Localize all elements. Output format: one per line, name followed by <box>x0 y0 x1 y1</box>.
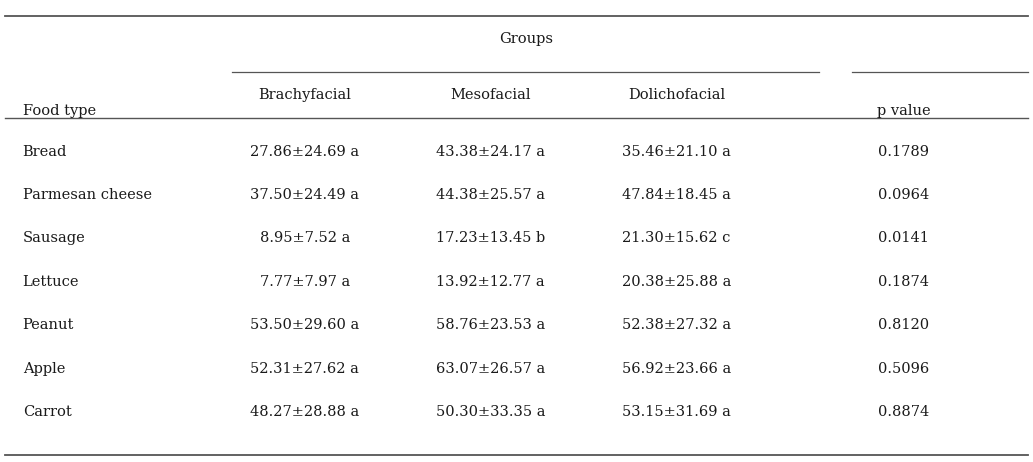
Text: Sausage: Sausage <box>23 231 86 245</box>
Text: Carrot: Carrot <box>23 405 71 419</box>
Text: Parmesan cheese: Parmesan cheese <box>23 188 152 202</box>
Text: 0.1789: 0.1789 <box>878 145 930 158</box>
Text: 0.0141: 0.0141 <box>878 231 930 245</box>
Text: 17.23±13.45 b: 17.23±13.45 b <box>436 231 545 245</box>
Text: Bread: Bread <box>23 145 67 158</box>
Text: Peanut: Peanut <box>23 318 74 332</box>
Text: Lettuce: Lettuce <box>23 275 80 289</box>
Text: 27.86±24.69 a: 27.86±24.69 a <box>250 145 359 158</box>
Text: 43.38±24.17 a: 43.38±24.17 a <box>436 145 545 158</box>
Text: 21.30±15.62 c: 21.30±15.62 c <box>623 231 730 245</box>
Text: 56.92±23.66 a: 56.92±23.66 a <box>622 362 731 376</box>
Text: 0.8874: 0.8874 <box>878 405 930 419</box>
Text: 35.46±21.10 a: 35.46±21.10 a <box>622 145 731 158</box>
Text: 48.27±28.88 a: 48.27±28.88 a <box>250 405 359 419</box>
Text: 7.77±7.97 a: 7.77±7.97 a <box>259 275 350 289</box>
Text: 0.8120: 0.8120 <box>878 318 930 332</box>
Text: 0.1874: 0.1874 <box>878 275 930 289</box>
Text: 47.84±18.45 a: 47.84±18.45 a <box>622 188 731 202</box>
Text: p value: p value <box>877 104 931 118</box>
Text: 0.0964: 0.0964 <box>878 188 930 202</box>
Text: 44.38±25.57 a: 44.38±25.57 a <box>436 188 545 202</box>
Text: 13.92±12.77 a: 13.92±12.77 a <box>436 275 545 289</box>
Text: Dolichofacial: Dolichofacial <box>628 88 725 102</box>
Text: 20.38±25.88 a: 20.38±25.88 a <box>622 275 731 289</box>
Text: Groups: Groups <box>499 32 553 46</box>
Text: 53.15±31.69 a: 53.15±31.69 a <box>622 405 731 419</box>
Text: Apple: Apple <box>23 362 65 376</box>
Text: Food type: Food type <box>23 104 96 118</box>
Text: 37.50±24.49 a: 37.50±24.49 a <box>250 188 359 202</box>
Text: 50.30±33.35 a: 50.30±33.35 a <box>436 405 545 419</box>
Text: 8.95±7.52 a: 8.95±7.52 a <box>259 231 350 245</box>
Text: Brachyfacial: Brachyfacial <box>258 88 351 102</box>
Text: 53.50±29.60 a: 53.50±29.60 a <box>250 318 359 332</box>
Text: 63.07±26.57 a: 63.07±26.57 a <box>436 362 545 376</box>
Text: 0.5096: 0.5096 <box>878 362 930 376</box>
Text: 58.76±23.53 a: 58.76±23.53 a <box>436 318 545 332</box>
Text: 52.38±27.32 a: 52.38±27.32 a <box>622 318 731 332</box>
Text: 52.31±27.62 a: 52.31±27.62 a <box>250 362 359 376</box>
Text: Mesofacial: Mesofacial <box>450 88 531 102</box>
